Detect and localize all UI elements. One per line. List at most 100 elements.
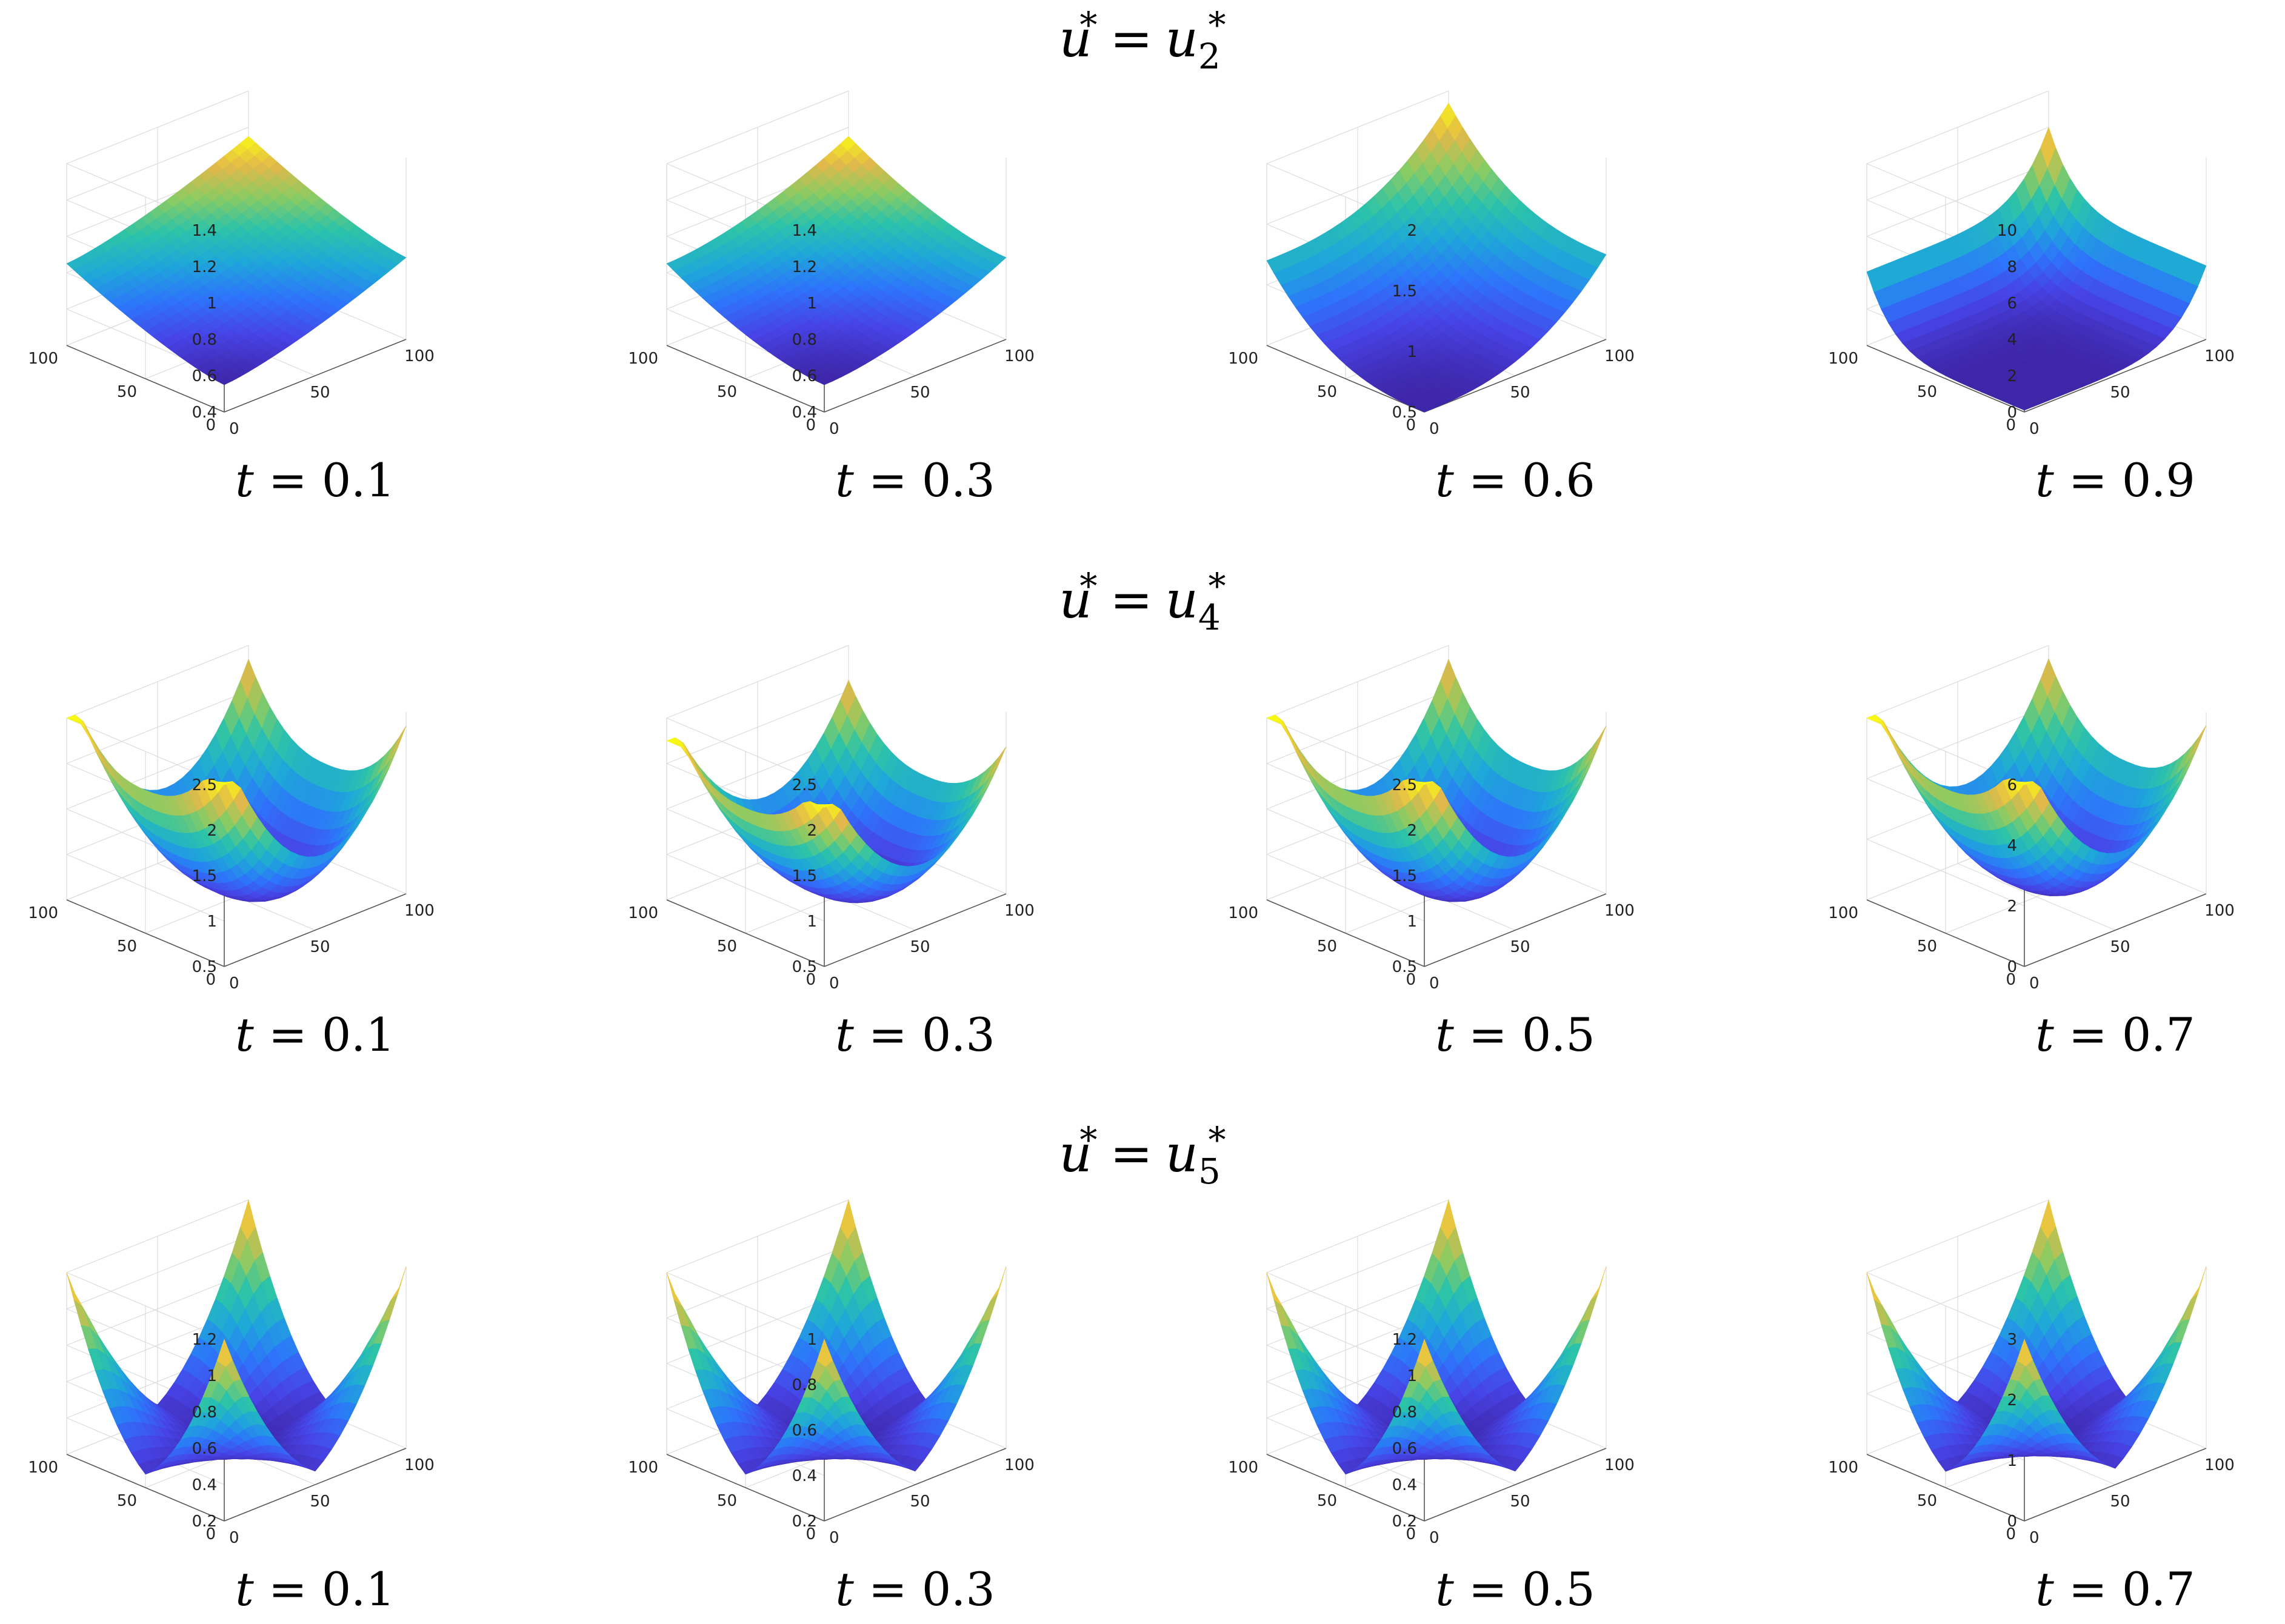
y-tick-label: 50 [1317, 383, 1337, 401]
y-tick-label: 0 [806, 971, 816, 989]
z-tick-label: 0.6 [192, 367, 217, 385]
surface-patch [1895, 744, 1910, 773]
z-tick-label: 0.8 [192, 331, 217, 349]
x-tick-label: 50 [310, 1493, 330, 1511]
y-tick-label: 50 [1917, 383, 1937, 401]
y-tick-label: 100 [1828, 350, 1858, 368]
x-tick-label: 50 [310, 938, 330, 956]
z-tick-label: 1.5 [792, 867, 817, 885]
z-tick-label: 1.4 [792, 222, 817, 240]
z-tick-label: 2.5 [792, 776, 817, 794]
caption-variable: t [2035, 1008, 2054, 1062]
z-tick-label: 0.6 [792, 367, 817, 385]
x-tick-label: 100 [1004, 347, 1035, 365]
caption-value: = 0.6 [1454, 453, 1595, 507]
y-tick-label: 0 [205, 416, 216, 434]
panel-caption: t = 0.1 [24, 1012, 606, 1058]
z-tick-label: 1 [207, 295, 217, 313]
caption-variable: t [1435, 1008, 1454, 1062]
z-tick-label: 10 [1997, 222, 2017, 240]
x-tick-label: 0 [1429, 420, 1439, 438]
row-title-2: u*=u4* [0, 568, 2285, 635]
y-tick-label: 100 [628, 350, 658, 368]
z-tick-label: 1.2 [792, 258, 817, 276]
y-tick-label: 100 [1228, 350, 1258, 368]
surface-patch [384, 737, 399, 769]
y-tick-label: 50 [717, 383, 737, 401]
y-tick-label: 100 [28, 904, 58, 922]
panel-caption: t = 0.1 [24, 1566, 606, 1612]
panel-caption: t = 0.3 [624, 458, 1206, 504]
surface-patch [688, 754, 703, 782]
caption-variable: t [235, 453, 254, 507]
z-tick-label: 1.4 [192, 222, 217, 240]
x-tick-label: 100 [1604, 902, 1635, 920]
z-tick-label: 1.5 [1392, 867, 1417, 885]
z-tick-label: 0.6 [192, 1440, 217, 1458]
z-tick-label: 1.2 [192, 258, 217, 276]
z-tick-label: 2 [207, 822, 217, 840]
z-tick-label: 1.2 [192, 1331, 217, 1349]
x-tick-label: 100 [404, 347, 435, 365]
panel-caption: t = 0.1 [24, 458, 606, 504]
z-tick-label: 1 [207, 1367, 217, 1385]
y-tick-label: 0 [2006, 416, 2016, 434]
x-tick-label: 100 [1604, 347, 1635, 365]
surface-patch [2191, 725, 2206, 757]
x-tick-label: 0 [1429, 974, 1439, 993]
y-tick-label: 0 [1406, 416, 1416, 434]
x-tick-label: 0 [2029, 420, 2040, 438]
y-tick-label: 100 [28, 350, 58, 368]
y-tick-label: 0 [806, 416, 816, 434]
z-tick-label: 0.8 [192, 1403, 217, 1422]
caption-value: = 0.9 [2054, 453, 2195, 507]
z-tick-label: 1 [1407, 343, 1417, 361]
x-tick-label: 0 [2029, 974, 2040, 993]
y-tick-label: 50 [1317, 937, 1337, 956]
surface-patch [2184, 737, 2199, 767]
y-tick-label: 50 [117, 1492, 137, 1510]
y-tick-label: 50 [717, 937, 737, 956]
y-tick-label: 0 [205, 1525, 216, 1543]
panel-caption: t = 0.5 [1224, 1012, 1806, 1058]
z-tick-label: 1 [1407, 913, 1417, 931]
caption-variable: t [835, 1008, 854, 1062]
surface-patch [1888, 732, 1903, 762]
x-tick-label: 0 [229, 420, 239, 438]
z-tick-label: 6 [2007, 776, 2017, 794]
row-title-1: u*=u2* [0, 7, 2285, 74]
surface-patch [1267, 715, 1282, 722]
surface-patch [1591, 726, 1606, 759]
z-tick-label: 2 [807, 822, 817, 840]
y-tick-label: 50 [117, 937, 137, 956]
y-tick-label: 100 [1228, 904, 1258, 922]
x-tick-label: 100 [404, 1456, 435, 1474]
x-tick-label: 100 [2204, 347, 2235, 365]
x-tick-label: 0 [829, 974, 839, 993]
y-tick-label: 100 [1828, 904, 1858, 922]
caption-value: = 0.1 [254, 1008, 395, 1062]
z-tick-label: 2 [1407, 822, 1417, 840]
caption-value: = 0.3 [854, 453, 995, 507]
x-tick-label: 50 [2110, 384, 2130, 402]
z-tick-label: 4 [2007, 331, 2017, 349]
x-tick-label: 100 [2204, 902, 2235, 920]
x-tick-label: 50 [910, 938, 930, 956]
x-tick-label: 50 [310, 384, 330, 402]
z-tick-label: 1.5 [1392, 282, 1417, 301]
z-tick-label: 2.5 [192, 776, 217, 794]
caption-value: = 0.1 [254, 1562, 395, 1616]
x-tick-label: 0 [829, 420, 839, 438]
z-tick-label: 1 [207, 913, 217, 931]
caption-variable: t [835, 453, 854, 507]
surface-patch [1584, 737, 1599, 769]
y-tick-label: 100 [28, 1459, 58, 1477]
panel-caption: t = 0.7 [1824, 1012, 2285, 1058]
surface-patch [67, 715, 82, 722]
caption-value: = 0.1 [254, 453, 395, 507]
y-tick-label: 50 [117, 383, 137, 401]
x-tick-label: 50 [1510, 938, 1530, 956]
x-tick-label: 100 [404, 902, 435, 920]
caption-variable: t [2035, 453, 2054, 507]
z-tick-label: 1 [807, 913, 817, 931]
